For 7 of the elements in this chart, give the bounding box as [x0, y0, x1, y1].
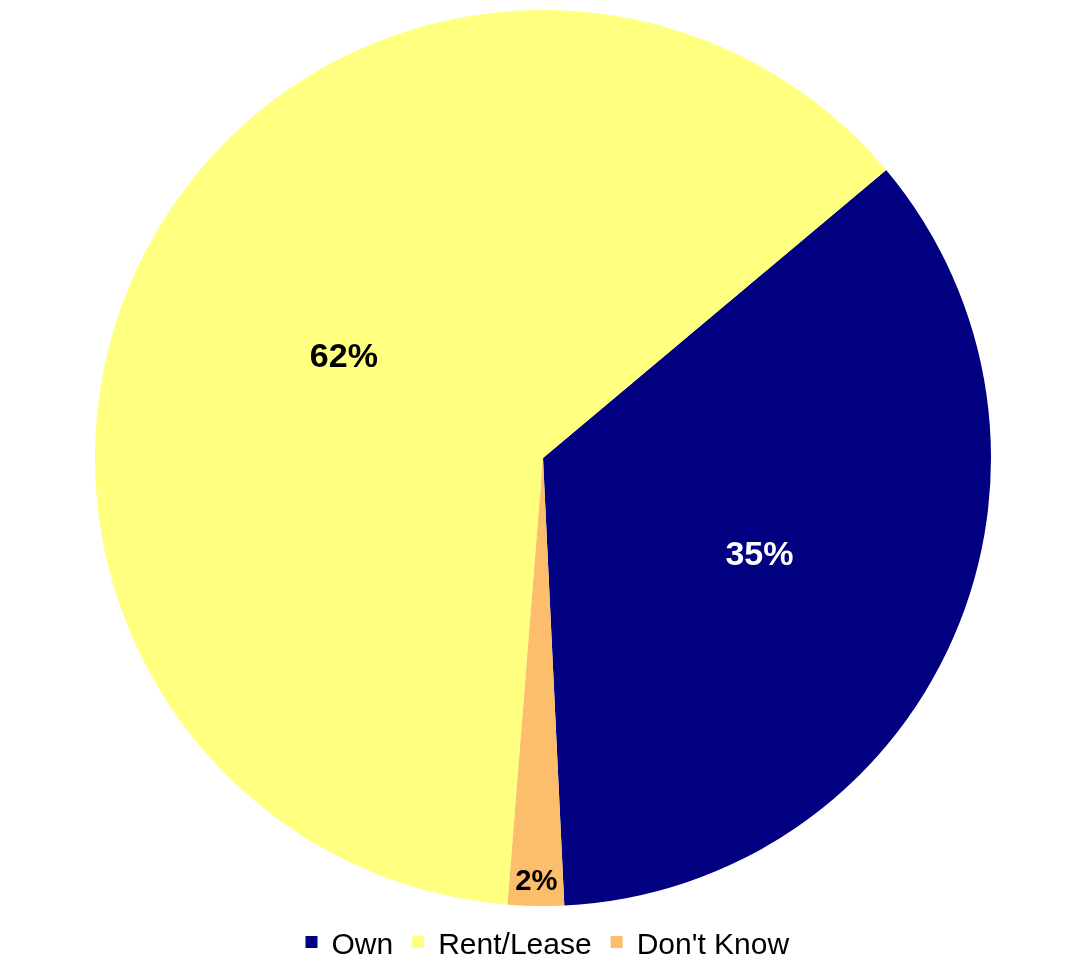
legend-label: Rent/Lease: [438, 926, 592, 960]
data-label: 2%: [515, 863, 558, 896]
data-label: 62%: [309, 336, 378, 375]
data-label: 35%: [725, 533, 794, 572]
pie-slice: [95, 10, 887, 905]
legend-label: Own: [331, 926, 394, 960]
legend-label: Don't Know: [636, 926, 790, 960]
